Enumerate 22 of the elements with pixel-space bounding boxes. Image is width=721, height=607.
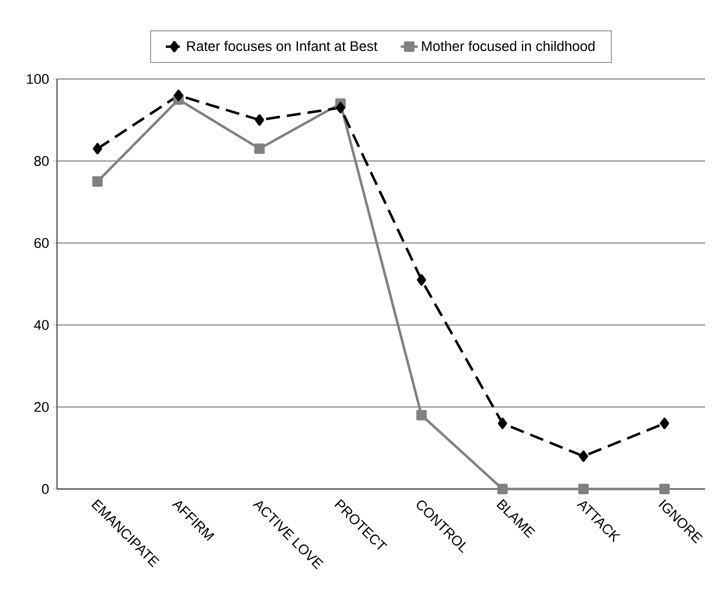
point — [254, 143, 265, 154]
point — [174, 90, 184, 102]
point — [416, 410, 427, 420]
point — [497, 484, 508, 494]
y-tick-label: 100 — [27, 74, 49, 84]
point — [660, 418, 670, 430]
y-tick-label: 80 — [34, 156, 49, 166]
point — [92, 176, 103, 187]
point — [578, 484, 589, 494]
point — [416, 274, 426, 286]
point — [498, 418, 508, 430]
legend-label: Rater focuses on Infant at Best — [187, 40, 378, 52]
point — [336, 102, 346, 114]
y-tick-label: 60 — [34, 238, 49, 248]
y-tick-label: 20 — [34, 402, 49, 412]
y-tick-label: 40 — [34, 320, 49, 330]
point — [92, 142, 102, 154]
point — [578, 450, 588, 462]
legend-label: Mother focused in childhood — [422, 40, 594, 52]
y-tick-label: 0 — [42, 484, 49, 494]
point — [659, 484, 670, 494]
point — [254, 114, 264, 126]
